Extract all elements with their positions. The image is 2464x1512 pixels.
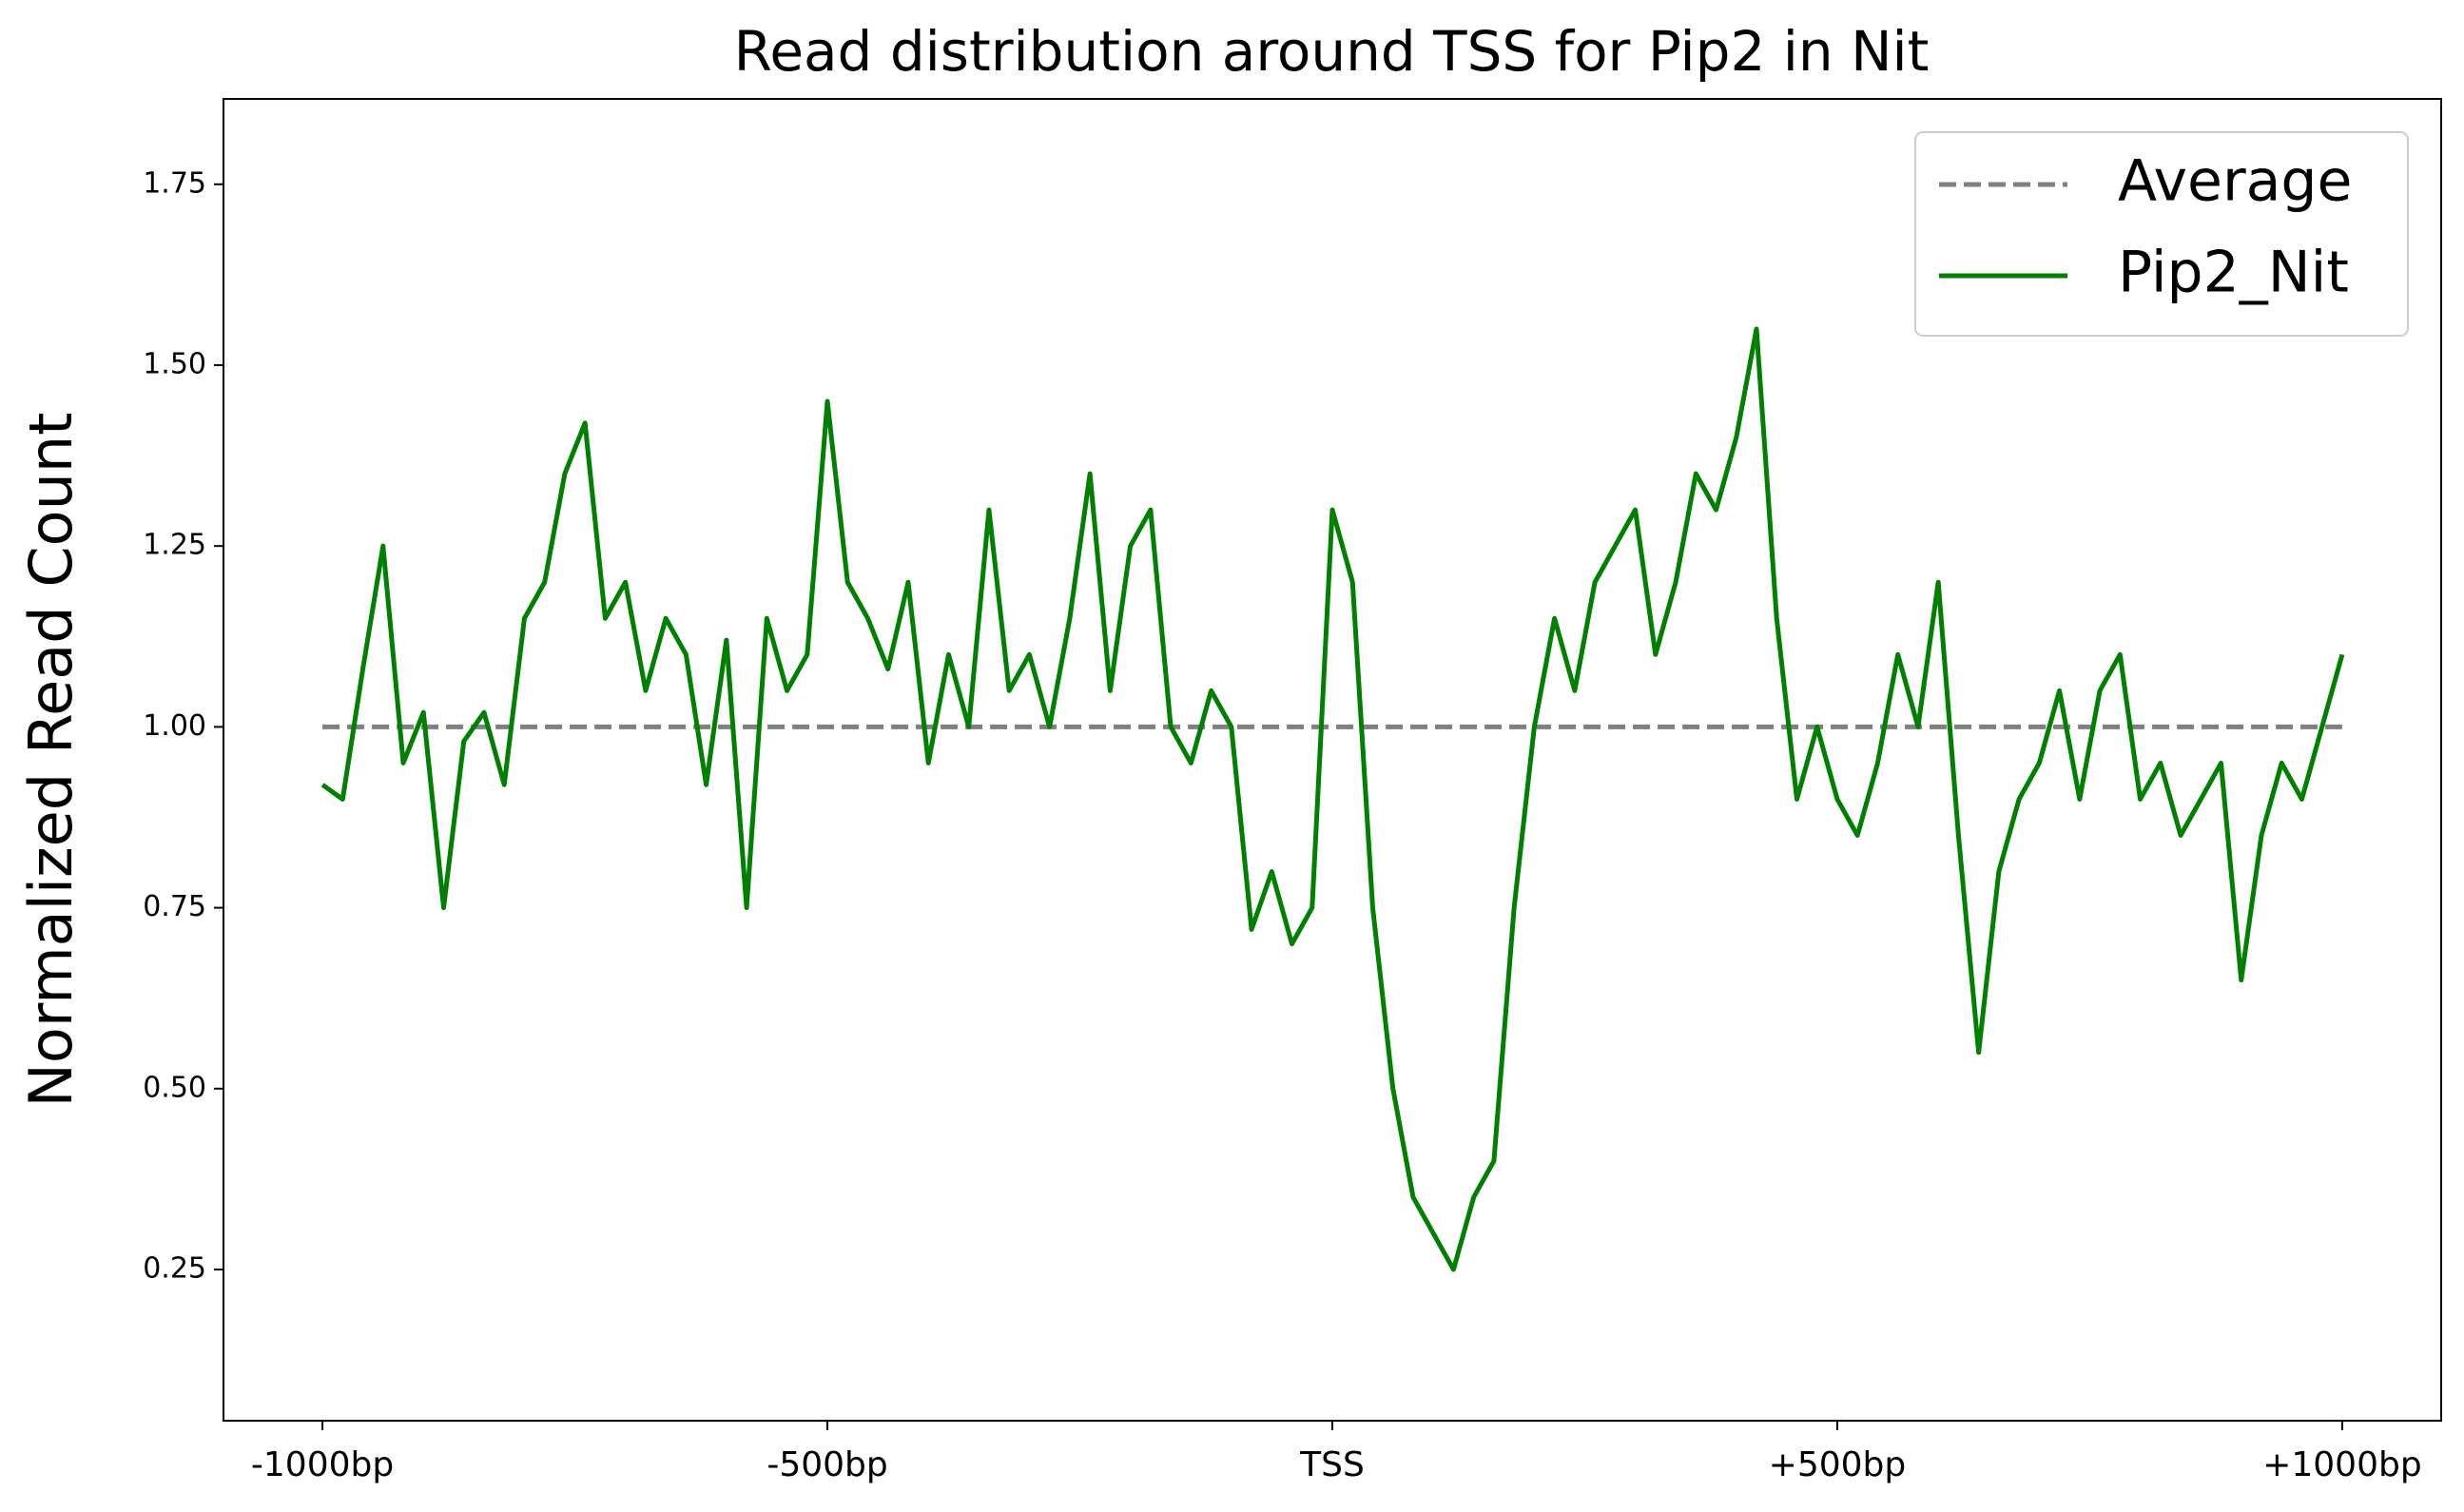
y-axis-label: Normalized Read Count — [16, 413, 86, 1108]
plot-frame — [223, 98, 2442, 1422]
x-tick-label: -1000bp — [251, 1445, 394, 1484]
data-line — [320, 326, 2345, 1272]
chart-title: Read distribution around TSS for Pip2 in… — [734, 19, 1930, 84]
y-tick-label: 1.75 — [143, 166, 206, 200]
y-tick-label: 1.00 — [143, 709, 206, 743]
x-tick-label: +500bp — [1769, 1445, 1907, 1484]
y-tick-label: 0.50 — [143, 1071, 206, 1104]
y-tick-label: 1.50 — [143, 347, 206, 380]
legend-label: Pip2_Nit — [2118, 240, 2349, 306]
y-tick-label: 1.25 — [143, 529, 206, 562]
x-tick-label: +1000bp — [2262, 1445, 2421, 1484]
y-tick-label: 0.75 — [143, 890, 206, 923]
x-tick-label: TSS — [1299, 1445, 1365, 1484]
y-tick-label: 0.25 — [143, 1251, 206, 1285]
legend-label: Average — [2118, 148, 2352, 215]
x-tick-label: -500bp — [766, 1445, 887, 1484]
